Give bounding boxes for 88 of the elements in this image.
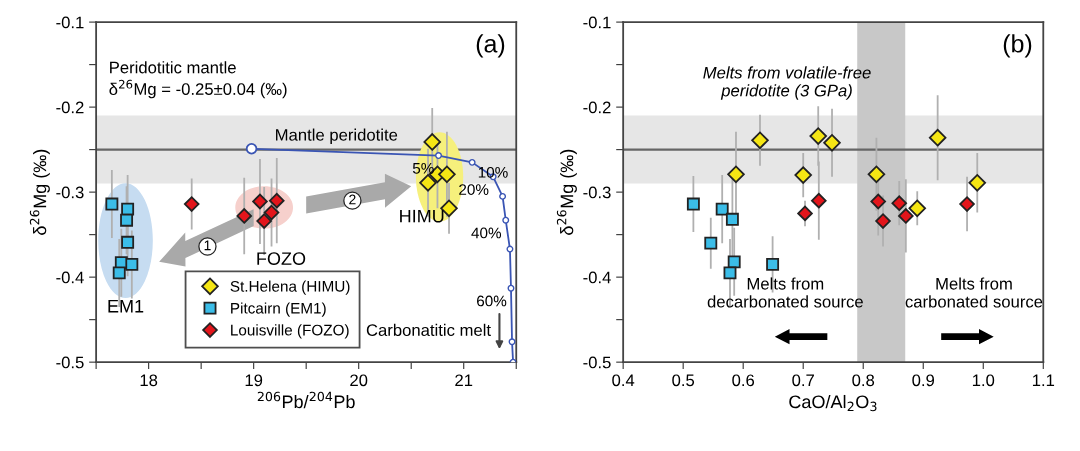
legend-label: Louisville (FOZO) (231, 324, 349, 339)
x-tick-label: 0.5 (672, 374, 695, 387)
y-tick-label: -0.4 (583, 271, 611, 284)
y-tick-label: -0.3 (56, 186, 84, 199)
x-tick-label: 0.4 (612, 374, 635, 387)
point (725, 212, 739, 226)
annotation: HIMU (400, 209, 444, 223)
point (508, 338, 516, 346)
point (704, 236, 718, 250)
y-tick-label: -0.1 (583, 16, 611, 29)
point (715, 202, 729, 216)
point (507, 284, 515, 292)
annotation: Melts from carbonated source (905, 277, 1043, 308)
x-tick-label: 0.7 (792, 374, 814, 387)
point (438, 165, 456, 184)
x-tick-label: 20 (350, 374, 368, 387)
y-axis-title: δ$^{26}$Mg (‰) (29, 149, 50, 235)
x-tick-label: 0.8 (852, 374, 875, 387)
point (870, 193, 887, 210)
point (891, 195, 908, 211)
y-tick-label: -0.1 (56, 16, 84, 29)
annotation: (a) (476, 34, 505, 58)
point (968, 174, 987, 192)
point (959, 196, 975, 212)
point (125, 257, 139, 271)
point (105, 197, 119, 211)
point (506, 245, 514, 253)
point (867, 165, 886, 184)
point (898, 208, 914, 224)
point (794, 166, 812, 184)
point (423, 133, 441, 151)
annotation: 2 (349, 194, 356, 205)
y-tick-label: -0.3 (583, 186, 611, 199)
x-tick-label: 0.9 (912, 374, 935, 387)
legend-label: St.Helena (HIMU) (230, 280, 350, 295)
point (908, 199, 927, 218)
y-axis-title: δ$^{26}$Mg (‰) (556, 149, 577, 235)
point (766, 257, 780, 271)
x-tick-label: 21 (455, 374, 473, 387)
band-label: Peridotitic mantle δ$^{26}$Mg = -0.25±0.04 (‰) (109, 61, 287, 99)
point (797, 205, 813, 222)
point (112, 266, 126, 280)
point (823, 134, 841, 152)
point (686, 197, 700, 211)
y-tick-label: -0.5 (56, 356, 84, 369)
point (751, 131, 769, 150)
point (419, 174, 437, 192)
point (183, 196, 200, 212)
annotation: (b) (1003, 34, 1032, 58)
y-tick-label: -0.5 (583, 356, 611, 369)
annotation: 5% (412, 162, 434, 174)
point (875, 213, 891, 229)
annotation: Carbonatitic melt (366, 323, 491, 337)
point (727, 165, 745, 184)
y-tick-label: -0.2 (583, 101, 611, 114)
point (121, 235, 135, 249)
y-tick-label: -0.4 (56, 271, 84, 284)
legend-label: Pitcairn (EM1) (231, 302, 326, 317)
point (502, 216, 510, 224)
x-tick-label: 1.0 (972, 374, 995, 387)
ref-line-label: Mantle peridotite (276, 128, 398, 145)
point (809, 127, 827, 145)
x-tick-label: 19 (245, 374, 263, 387)
annotation: 20% (459, 184, 489, 195)
y-tick-label: -0.2 (56, 101, 84, 114)
point (435, 152, 442, 160)
annotation: EM1 (108, 299, 144, 313)
point (236, 208, 252, 224)
annotation: 60% (477, 295, 507, 307)
annotation: FOZO (257, 252, 306, 265)
point (256, 213, 272, 229)
point (268, 192, 285, 209)
annotation: 1 (204, 240, 211, 251)
point (499, 192, 507, 200)
annotation: Melts from decarbonated source (707, 277, 863, 308)
x-axis-title: $^{206}$Pb/$^{204}$Pb (257, 391, 355, 409)
x-tick-label: 0.6 (732, 374, 755, 387)
point (120, 213, 134, 227)
annotation: 40% (471, 227, 502, 239)
x-axis-title: CaO/Al$_{2}$O$_{3}$ (789, 394, 877, 412)
point (811, 192, 827, 209)
point (468, 158, 476, 166)
x-tick-label: 18 (140, 374, 158, 387)
x-tick-label: 1.1 (1032, 374, 1055, 387)
band-label: Melts from volatile-free peridotite (3 GPa) (703, 66, 871, 100)
point (727, 255, 741, 269)
point (928, 128, 947, 147)
point (723, 266, 737, 280)
